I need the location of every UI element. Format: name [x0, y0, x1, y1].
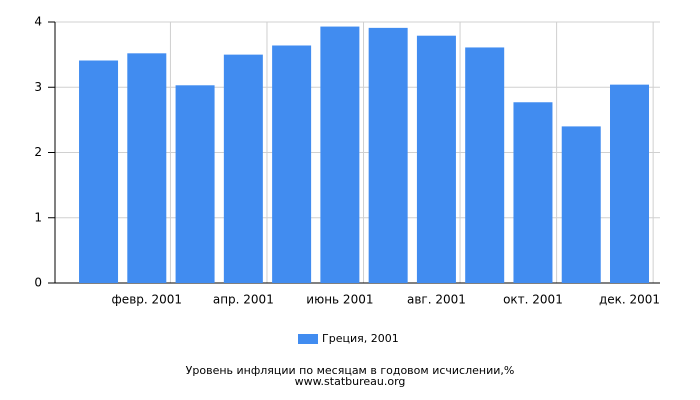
bar — [561, 126, 601, 284]
legend-swatch — [298, 334, 318, 344]
legend-label: Греция, 2001 — [322, 332, 399, 345]
bar — [320, 26, 360, 283]
bar — [368, 27, 408, 284]
x-tick-label: окт. 2001 — [503, 293, 563, 307]
y-tick-label: 0 — [34, 276, 42, 290]
bar — [223, 54, 263, 283]
x-tick-label: дек. 2001 — [599, 293, 660, 307]
bar — [416, 35, 456, 283]
x-tick-label: апр. 2001 — [213, 293, 274, 307]
bar — [272, 45, 312, 283]
bar — [513, 102, 553, 283]
y-tick-label: 4 — [34, 15, 42, 29]
x-tick-label: июнь 2001 — [306, 293, 373, 307]
bar — [79, 60, 119, 284]
y-tick-label: 3 — [34, 80, 42, 94]
y-tick-label: 1 — [34, 210, 42, 224]
y-tick-label: 2 — [34, 145, 42, 159]
x-tick-label: авг. 2001 — [407, 293, 466, 307]
bar — [127, 53, 167, 283]
source: www.statbureau.org — [295, 375, 406, 388]
x-tick-label: февр. 2001 — [112, 293, 183, 307]
bar — [465, 47, 505, 284]
bar — [175, 85, 215, 283]
bar — [610, 84, 650, 283]
chart-title: Уровень инфляции по месяцам в годовом ис… — [186, 364, 515, 377]
